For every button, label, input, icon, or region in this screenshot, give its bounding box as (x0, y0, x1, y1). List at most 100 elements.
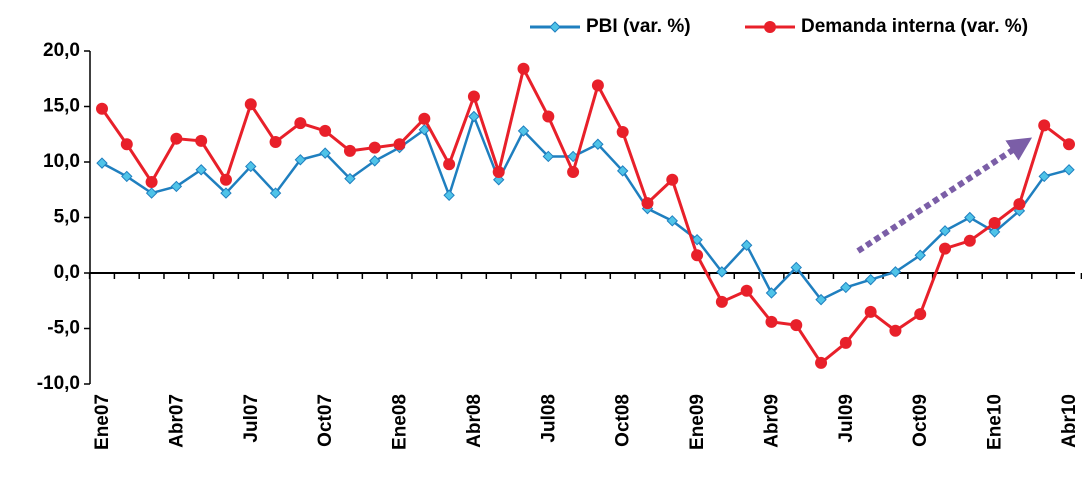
x-tick-label: Ene07 (92, 394, 113, 450)
point (914, 308, 927, 321)
x-tick-label: Oct08 (613, 394, 634, 447)
point (666, 215, 678, 227)
point (170, 180, 183, 193)
y-tick-label: 0,0 (54, 262, 80, 283)
point (740, 284, 753, 297)
point (294, 117, 307, 130)
legend-marker (549, 21, 561, 33)
y-tick-label: 20,0 (43, 40, 80, 61)
point (517, 62, 530, 75)
point (1063, 164, 1075, 176)
point (567, 165, 580, 178)
point (368, 141, 381, 154)
point (120, 138, 133, 151)
x-tick-label: Abr07 (166, 394, 187, 448)
y-tick-label: 10,0 (43, 151, 80, 172)
point (294, 154, 307, 166)
x-tick-label: Ene09 (687, 394, 708, 450)
point (492, 165, 505, 178)
point (988, 226, 1001, 238)
point (592, 138, 604, 150)
point (939, 225, 951, 237)
point (219, 173, 232, 186)
point (245, 160, 257, 173)
point (195, 134, 208, 147)
legend-item: PBI (var. %) (530, 16, 691, 37)
point (170, 132, 183, 145)
point (889, 324, 902, 337)
point (145, 175, 158, 188)
point (939, 242, 952, 255)
y-tick-label: 5,0 (54, 207, 80, 228)
point (616, 126, 629, 139)
x-tick-label: Oct07 (315, 394, 336, 447)
point (691, 233, 703, 246)
x-tick-label: Abr09 (761, 394, 782, 448)
point (641, 197, 654, 210)
point (765, 315, 778, 328)
legend-marker (764, 21, 776, 33)
point (269, 136, 282, 149)
point (765, 287, 778, 299)
point (443, 189, 455, 202)
point (864, 305, 877, 318)
point (1013, 198, 1026, 211)
point (864, 273, 877, 286)
x-tick-label: Ene10 (985, 394, 1006, 450)
y-tick-label: -10,0 (37, 373, 80, 394)
point (740, 239, 753, 251)
x-tick-label: Jul09 (836, 394, 857, 443)
point (195, 164, 207, 176)
point (121, 170, 133, 183)
point (467, 90, 480, 103)
point (963, 234, 976, 247)
point (839, 336, 852, 349)
point (220, 187, 232, 199)
point (96, 157, 108, 169)
legend-label: Demanda interna (var. %) (801, 16, 1028, 37)
x-tick-label: Jul07 (241, 394, 262, 443)
point (319, 124, 332, 137)
point (145, 187, 158, 199)
point (715, 295, 728, 308)
point (840, 281, 852, 294)
point (815, 293, 827, 306)
point (244, 98, 257, 111)
x-tick-label: Ene08 (390, 394, 411, 450)
x-tick-label: Jul08 (538, 394, 559, 443)
point (988, 217, 1001, 230)
point (591, 79, 604, 92)
point (1038, 170, 1050, 183)
point (964, 211, 976, 224)
point (790, 319, 803, 332)
x-tick-label: Oct09 (910, 394, 931, 447)
series-line (101, 112, 1070, 302)
point (319, 147, 331, 159)
point (343, 144, 356, 157)
point (691, 249, 704, 262)
point (889, 266, 902, 278)
point (616, 165, 629, 177)
point (344, 172, 356, 185)
y-tick-label: -5,0 (47, 318, 80, 339)
legend-label: PBI (var. %) (586, 16, 691, 37)
x-tick-label: Abr10 (1059, 394, 1080, 448)
y-tick-label: 15,0 (43, 96, 80, 117)
point (443, 158, 456, 171)
point (666, 173, 679, 186)
point (716, 266, 728, 278)
series-line (100, 64, 1070, 366)
point (815, 356, 828, 369)
point (468, 110, 480, 123)
point (369, 155, 381, 167)
point (517, 125, 530, 137)
x-tick-label: Abr08 (464, 394, 485, 448)
point (269, 187, 282, 199)
point (790, 261, 802, 274)
point (1063, 138, 1075, 151)
point (1038, 119, 1051, 132)
point (393, 138, 406, 151)
point (567, 150, 579, 163)
